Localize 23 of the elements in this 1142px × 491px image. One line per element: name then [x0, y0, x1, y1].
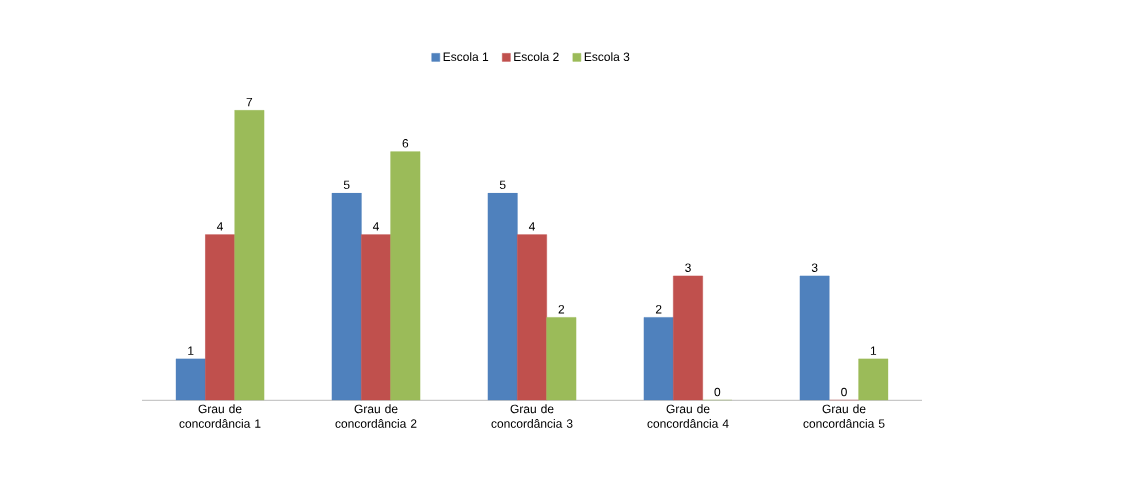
data-label: 3 — [685, 263, 691, 272]
data-label: 1 — [188, 346, 194, 355]
legend-label: Escola 3 — [584, 52, 630, 62]
x-tick-label: Grau de concordância 4 — [647, 404, 729, 428]
legend-label: Escola 1 — [443, 52, 489, 62]
data-label: 6 — [402, 139, 409, 148]
data-label: 4 — [216, 222, 223, 231]
legend-label: Escola 2 — [514, 52, 559, 62]
data-label: 4 — [372, 222, 379, 231]
x-tick-label: Grau de concordância 5 — [803, 404, 885, 428]
x-tick-label: Grau de concordância 2 — [335, 404, 417, 428]
data-label: 3 — [811, 263, 818, 272]
data-label: 2 — [655, 305, 662, 314]
data-label: 0 — [841, 387, 847, 397]
data-label: 5 — [343, 180, 350, 190]
data-label: 0 — [714, 387, 721, 397]
data-label: 5 — [499, 180, 506, 190]
data-label: 7 — [246, 97, 253, 107]
data-label: 4 — [528, 222, 535, 231]
x-tick-label: Grau de concordância 3 — [491, 404, 573, 428]
data-label: 2 — [558, 305, 565, 314]
x-tick-label: Grau de concordância 1 — [179, 404, 261, 428]
data-label: 1 — [870, 346, 877, 355]
